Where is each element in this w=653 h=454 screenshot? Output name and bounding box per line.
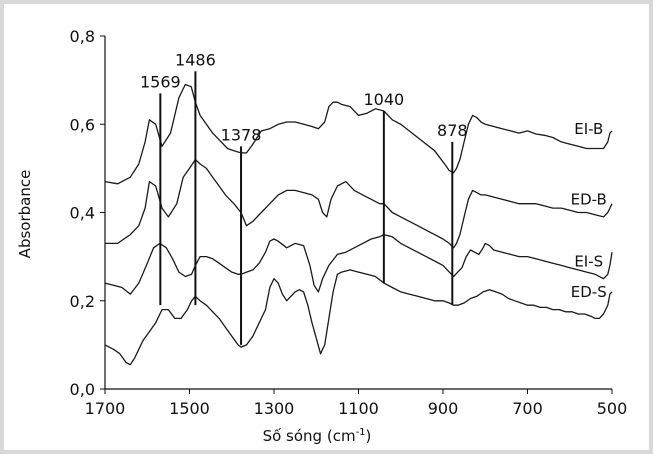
x-axis-ticks: 1700 1500 1300 1100 900 700 500 xyxy=(85,389,628,418)
peak-label-878: 878 xyxy=(437,121,468,140)
series-line-ei-s xyxy=(104,233,613,295)
series-line-ed-b xyxy=(105,158,613,249)
peak-label-1378: 1378 xyxy=(221,125,262,144)
series-line-ed-s xyxy=(104,269,613,366)
y-axis-label: Absorbance xyxy=(16,170,34,259)
series-label-ed-b: ED-B xyxy=(571,191,607,209)
absorbance-chart: EI-B ED-B EI-S ED-S 1569 1486 1378 1040 878 170… xyxy=(16,27,628,445)
peak-label-1569: 1569 xyxy=(140,72,181,91)
x-axis-label: Số sóng (cm-1) xyxy=(263,427,372,445)
y-tick-label: 0,6 xyxy=(70,115,95,134)
x-tick-label: 1100 xyxy=(338,399,379,418)
y-tick-label: 0,0 xyxy=(70,380,95,399)
x-tick-label: 1700 xyxy=(85,399,126,418)
annotation-group: 1569 1486 1378 1040 878 xyxy=(140,50,468,345)
peak-label-1040: 1040 xyxy=(363,90,404,109)
x-tick-label: 1500 xyxy=(169,399,210,418)
x-tick-label: 900 xyxy=(428,399,459,418)
x-tick-label: 1300 xyxy=(254,399,295,418)
plot-area xyxy=(104,36,612,390)
series-label-ed-s: ED-S xyxy=(571,283,607,301)
y-axis-ticks: 0,0 0,2 0,4 0,6 0,8 xyxy=(70,27,105,399)
y-tick-label: 0,2 xyxy=(70,292,95,311)
y-tick-label: 0,8 xyxy=(70,27,95,46)
series-label-ei-s: EI-S xyxy=(574,252,603,270)
x-tick-label: 700 xyxy=(512,399,543,418)
series-line-ei-b xyxy=(104,83,613,185)
y-tick-label: 0,4 xyxy=(70,204,95,223)
series-group: EI-B ED-B EI-S ED-S xyxy=(104,83,613,366)
peak-label-1486: 1486 xyxy=(175,50,216,69)
x-tick-label: 500 xyxy=(597,399,628,418)
series-label-ei-b: EI-B xyxy=(574,120,603,138)
